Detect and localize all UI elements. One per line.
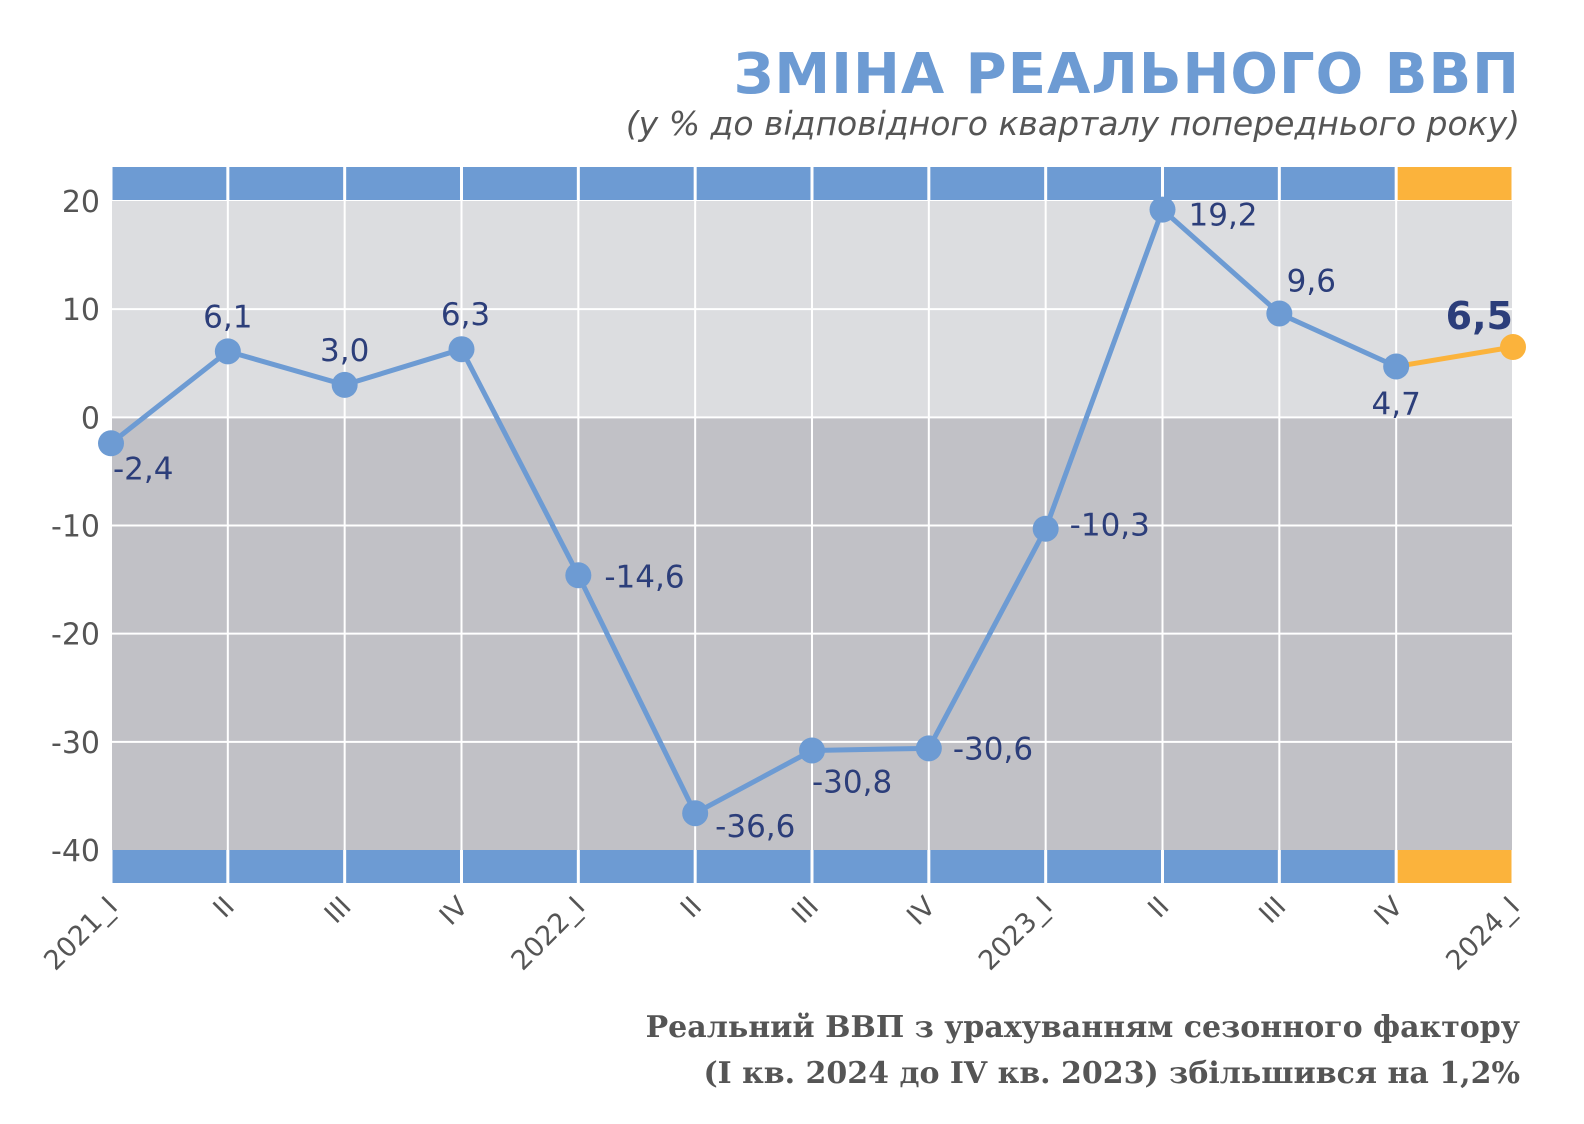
top-band-segment [579,167,694,200]
data-point [98,430,124,457]
top-band-segment [1164,167,1278,200]
quarter-bands [112,167,1512,883]
chart-title: ЗМІНА РЕАЛЬНОГО ВВП [733,42,1520,107]
top-band-segment [1280,167,1395,200]
bottom-band-segment [1047,850,1161,883]
bottom-band-segment [1280,850,1395,883]
top-band-segment [813,167,928,200]
data-point [1500,334,1526,361]
footnote-line-1: Реальний ВВП з урахуванням сезонного фак… [645,1010,1520,1045]
data-labels: -2,4 6,1 3,0 6,3 -14,6 -36,6 -30,8 -30,6 -10,3 19… [113,198,1513,846]
series-path [109,207,1398,816]
data-label: 6,1 [203,299,252,335]
bottom-band-segment [1397,850,1512,883]
bottom-band-segment [813,850,928,883]
bottom-band-segment [930,850,1045,883]
data-label: -36,6 [715,809,795,845]
bottom-band-segment [1164,850,1278,883]
top-band-segment [346,167,460,200]
data-point [915,735,942,762]
data-point [1149,196,1176,223]
bottom-band-segment [463,850,577,883]
data-point [1266,300,1293,327]
bottom-band-segment [579,850,694,883]
top-band-segment [229,167,344,200]
data-label: 9,6 [1287,263,1336,299]
chart-subtitle: (у % до відповідного кварталу попередньо… [625,104,1520,143]
x-tick-label: IV [434,891,475,932]
bottom-band-segment [346,850,460,883]
x-tick-label: II [675,891,708,924]
data-label: 6,3 [441,297,490,333]
highlight-segment [1395,344,1514,369]
y-tick-label: -20 [51,618,100,653]
data-label: -30,8 [812,764,892,800]
data-points [98,196,1526,827]
top-band-segment [696,167,811,200]
series-line [109,207,1514,816]
footnote: Реальний ВВП з урахуванням сезонного фак… [646,1005,1520,1097]
bottom-band-segment [696,850,811,883]
data-label: -10,3 [1070,508,1150,544]
x-tick-label: II [208,891,241,924]
x-tick-label: IV [1369,891,1410,932]
grid-lines [110,167,1514,883]
data-label: 6,5 [1446,294,1513,338]
data-point [331,371,358,398]
y-tick-label: -30 [51,726,100,761]
x-tick-label: II [1142,891,1175,924]
y-axis-ticks: 20 10 0 -10 -20 -30 -40 [51,185,100,869]
x-tick-label: 2022_I [506,891,592,977]
data-point [1032,515,1059,542]
data-point [1383,353,1410,380]
footnote-line-2: (І кв. 2024 до IV кв. 2023) збільшився н… [703,1056,1520,1091]
data-point [799,737,825,764]
data-label: -14,6 [604,559,684,595]
data-label: 3,0 [320,333,369,369]
top-band-segment [463,167,577,200]
y-tick-label: 20 [62,185,100,220]
bottom-band-segment [229,850,344,883]
data-label: -30,6 [953,731,1033,767]
y-tick-label: -10 [51,510,100,545]
data-label: 4,7 [1372,386,1421,422]
top-band-segment [930,167,1045,200]
data-label: 19,2 [1189,198,1258,234]
data-label: -2,4 [113,451,174,487]
data-point [214,338,241,365]
data-point [682,800,709,827]
x-axis-ticks: 2021_I II III IV 2022_I II III IV 2023_I II III IV 2… [38,891,1526,977]
y-tick-label: 0 [81,401,100,436]
y-tick-label: -40 [51,834,100,869]
x-tick-label: 2021_I [38,891,124,977]
data-point [448,336,475,363]
x-tick-label: III [1253,891,1292,930]
bottom-band-segment [112,850,227,883]
top-band-segment [1047,167,1161,200]
data-point [565,562,592,589]
top-band-segment [112,167,227,200]
x-tick-label: 2023_I [973,891,1059,977]
x-tick-label: III [319,891,358,930]
x-tick-label: 2024_I [1440,891,1526,977]
x-tick-label: IV [901,891,942,932]
y-tick-label: 10 [62,293,100,328]
x-tick-label: III [786,891,825,930]
top-band-segment [1397,167,1512,200]
